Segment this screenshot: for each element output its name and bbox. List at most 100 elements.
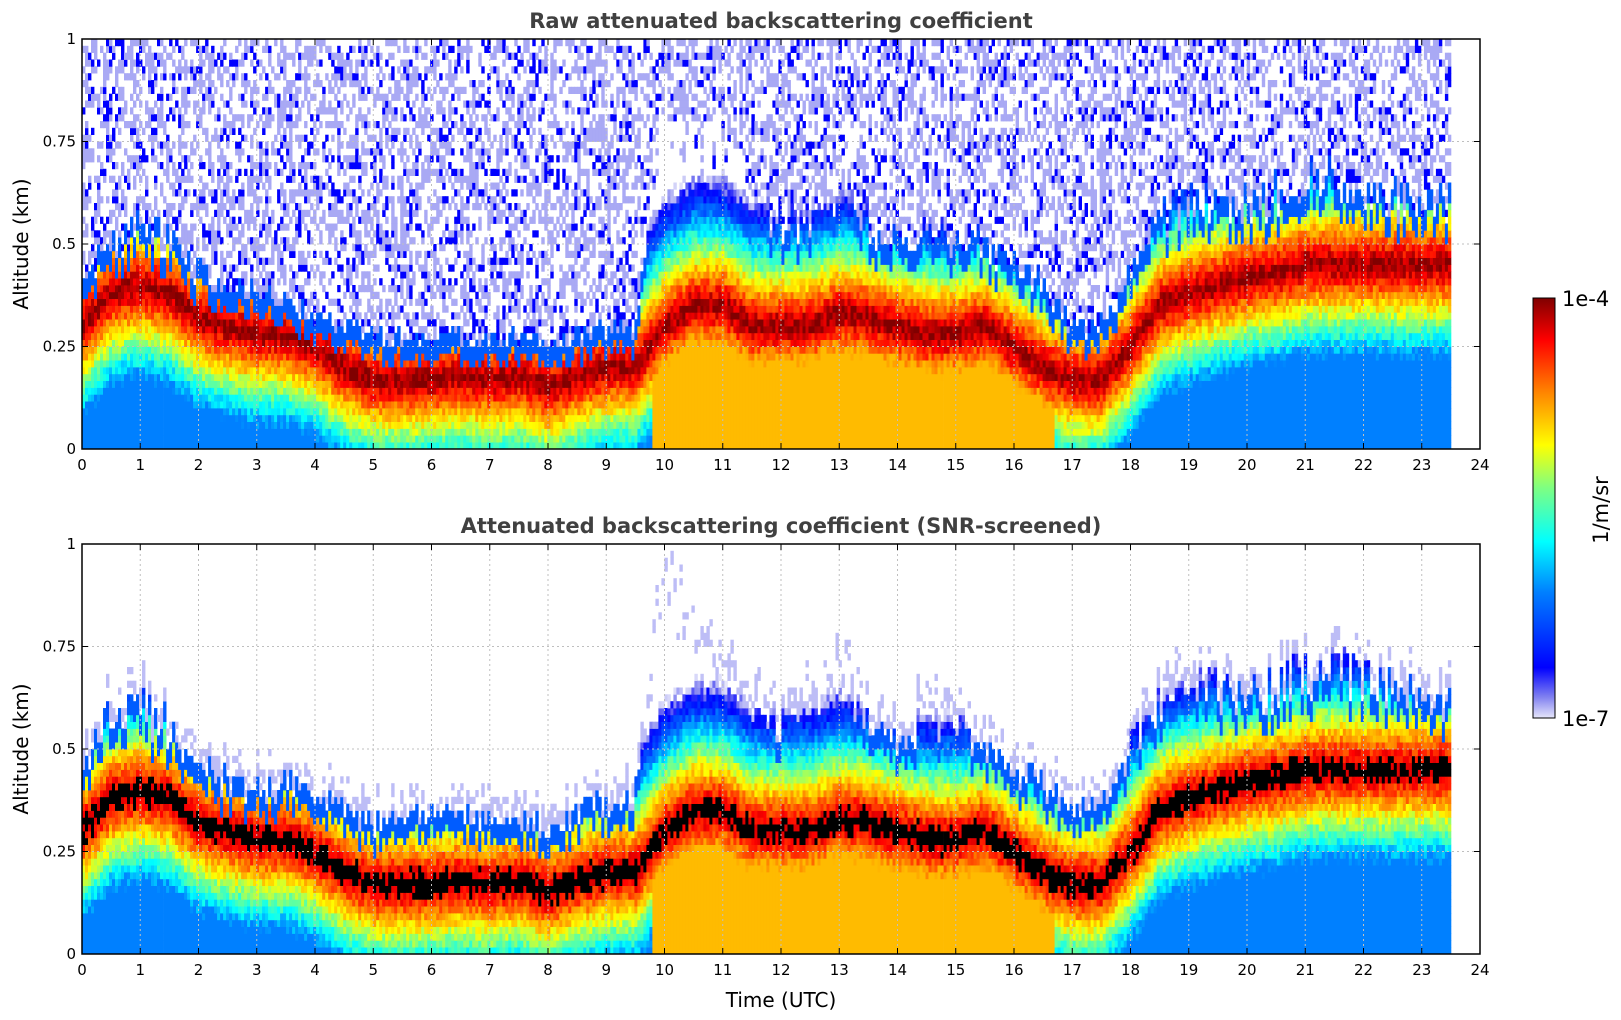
heatmap-cell [268,380,272,388]
heatmap-cell [175,367,179,375]
heatmap-cell [304,312,308,320]
heatmap-cell [196,278,200,286]
heatmap-cell [121,168,125,176]
heatmap-cell [190,278,194,286]
heatmap-cell [205,86,209,94]
heatmap-cell [355,298,359,306]
heatmap-cell [283,380,287,388]
heatmap-cell [238,332,242,340]
heatmap-cell [205,339,209,347]
heatmap-cell [253,86,257,94]
heatmap-cell [223,291,227,299]
heatmap-cell [220,428,224,436]
heatmap-cell [427,271,431,279]
heatmap-cell [409,326,413,334]
heatmap-cell [406,394,410,402]
heatmap-cell [244,442,248,449]
heatmap-cell [223,305,227,313]
heatmap-cell [238,114,242,122]
heatmap-cell [406,155,410,163]
heatmap-cell [115,319,119,327]
heatmap-cell [403,66,407,74]
heatmap-cell [400,346,404,354]
heatmap-cell [289,367,293,375]
heatmap-cell [349,326,353,334]
heatmap-cell [247,319,251,327]
heatmap-cell [271,66,275,74]
heatmap-cell [169,155,173,163]
heatmap-cell [106,114,110,122]
heatmap-cell [292,237,296,245]
heatmap-cell [295,428,299,436]
heatmap-cell [142,196,146,204]
heatmap-cell [346,114,350,122]
heatmap-cell [157,401,161,409]
heatmap-cell [136,168,140,176]
heatmap-cell [169,387,173,395]
heatmap-cell [301,162,305,170]
heatmap-cell [160,394,164,402]
heatmap-cell [352,428,356,436]
heatmap-cell [109,250,113,258]
heatmap-cell [364,442,368,449]
heatmap-cell [223,428,227,436]
heatmap-cell [160,114,164,122]
heatmap-cell [109,332,113,340]
heatmap-cell [118,250,122,258]
heatmap-cell [199,278,203,286]
heatmap-cell [106,346,110,354]
heatmap-cell [157,244,161,252]
heatmap-cell [175,278,179,286]
heatmap-cell [103,93,107,101]
heatmap-cell [445,326,449,334]
heatmap-cell [367,121,371,129]
heatmap-cell [319,387,323,395]
heatmap-cell [391,312,395,320]
heatmap-cell [241,100,245,108]
heatmap-cell [172,285,176,293]
heatmap-cell [370,237,374,245]
heatmap-cell [277,442,281,449]
heatmap-cell [286,52,290,60]
heatmap-cell [106,39,110,47]
heatmap-cell [367,346,371,354]
heatmap-cell [280,203,284,211]
heatmap-cell [268,312,272,320]
heatmap-cell [394,360,398,368]
heatmap-cell [355,353,359,361]
heatmap-cell [403,360,407,368]
heatmap-cell [181,121,185,129]
heatmap-cell [199,66,203,74]
heatmap-cell [361,326,365,334]
heatmap-cell [103,387,107,395]
heatmap-cell [166,175,170,183]
heatmap-cell [352,73,356,81]
heatmap-cell [151,442,155,449]
heatmap-cell [271,305,275,313]
heatmap-cell [106,107,110,115]
heatmap-cell [316,189,320,197]
heatmap-cell [127,175,131,183]
heatmap-cell [304,168,308,176]
heatmap-cell [301,346,305,354]
heatmap-cell [133,244,137,252]
heatmap-cell [310,367,314,375]
heatmap-cell [406,319,410,327]
heatmap-cell [376,52,380,60]
heatmap-cell [160,257,164,265]
heatmap-cell [343,244,347,252]
heatmap-cell [442,285,446,293]
heatmap-cell [121,203,125,211]
heatmap-cell [400,230,404,238]
heatmap-cell [298,373,302,381]
heatmap-cell [418,203,422,211]
heatmap-cell [304,45,308,53]
heatmap-cell [355,312,359,320]
heatmap-cell [358,428,362,436]
heatmap-cell [316,421,320,429]
heatmap-cell [280,66,284,74]
heatmap-cell [115,223,119,231]
heatmap-cell [307,250,311,258]
heatmap-cell [265,121,269,129]
heatmap-cell [286,408,290,416]
